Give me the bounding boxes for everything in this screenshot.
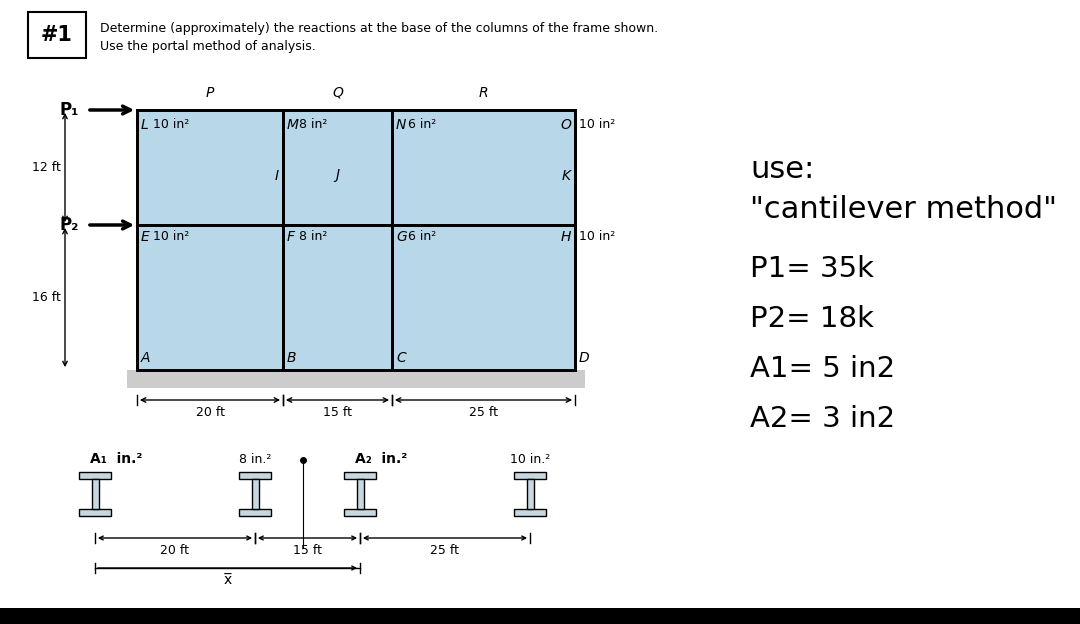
Text: x̅: x̅ — [224, 573, 231, 587]
Text: G: G — [396, 230, 407, 244]
Text: 10 in²: 10 in² — [153, 118, 189, 131]
Bar — [92, 479, 98, 509]
Text: 10 in.²: 10 in.² — [510, 453, 550, 466]
Bar — [28, 12, 86, 58]
Bar — [527, 479, 534, 509]
Text: P1= 35k: P1= 35k — [750, 255, 874, 283]
Text: M: M — [287, 118, 299, 132]
Text: H: H — [561, 230, 571, 244]
Text: P: P — [206, 86, 214, 100]
Text: 16 ft: 16 ft — [32, 291, 60, 304]
Bar — [252, 479, 258, 509]
Text: #1: #1 — [41, 25, 73, 45]
Text: "cantilever method": "cantilever method" — [750, 195, 1057, 224]
Text: 6 in²: 6 in² — [408, 230, 436, 243]
Text: 10 in²: 10 in² — [579, 230, 616, 243]
Text: 10 in²: 10 in² — [579, 118, 616, 131]
Text: K: K — [562, 168, 571, 182]
Bar — [514, 509, 546, 516]
Bar — [514, 472, 546, 479]
Bar — [283, 110, 392, 225]
Bar — [392, 225, 575, 370]
Text: 8 in.²: 8 in.² — [239, 453, 271, 466]
Text: Use the portal method of analysis.: Use the portal method of analysis. — [100, 40, 315, 53]
Bar — [127, 370, 585, 388]
Text: E: E — [141, 230, 150, 244]
Text: F: F — [287, 230, 295, 244]
Text: I: I — [275, 168, 279, 182]
Text: 15 ft: 15 ft — [323, 406, 352, 419]
Bar — [239, 472, 271, 479]
Text: A₂  in.²: A₂ in.² — [355, 452, 407, 466]
Bar — [345, 509, 376, 516]
Text: use:: use: — [750, 155, 814, 184]
Text: Determine (approximately) the reactions at the base of the columns of the frame : Determine (approximately) the reactions … — [100, 22, 658, 35]
Text: B: B — [287, 351, 297, 365]
Text: L: L — [141, 118, 149, 132]
Text: A1= 5 in2: A1= 5 in2 — [750, 355, 895, 383]
Text: D: D — [579, 351, 590, 365]
Text: O: O — [561, 118, 571, 132]
Text: 20 ft: 20 ft — [161, 544, 189, 557]
Text: C: C — [396, 351, 406, 365]
Text: A₁  in.²: A₁ in.² — [90, 452, 143, 466]
Bar — [392, 110, 575, 225]
Text: 10 in²: 10 in² — [153, 230, 189, 243]
Text: P2= 18k: P2= 18k — [750, 305, 874, 333]
Text: 25 ft: 25 ft — [431, 544, 459, 557]
Bar — [345, 472, 376, 479]
Text: P₁: P₁ — [59, 101, 79, 119]
Text: 15 ft: 15 ft — [293, 544, 322, 557]
Text: P₂: P₂ — [59, 216, 79, 234]
Bar — [79, 472, 111, 479]
Text: 8 in²: 8 in² — [299, 230, 327, 243]
Bar — [79, 509, 111, 516]
Text: Q: Q — [332, 86, 343, 100]
Text: 25 ft: 25 ft — [469, 406, 498, 419]
Text: 8 in²: 8 in² — [299, 118, 327, 131]
Bar — [283, 225, 392, 370]
Text: 6 in²: 6 in² — [408, 118, 436, 131]
Text: A2= 3 in2: A2= 3 in2 — [750, 405, 895, 433]
Text: A: A — [141, 351, 150, 365]
Text: J: J — [336, 168, 339, 182]
Bar — [356, 479, 364, 509]
Text: N: N — [396, 118, 406, 132]
Bar — [137, 225, 283, 370]
Bar — [137, 110, 283, 225]
Text: R: R — [478, 86, 488, 100]
Bar — [239, 509, 271, 516]
Bar — [0, 608, 1080, 624]
Text: 12 ft: 12 ft — [32, 161, 60, 174]
Text: 20 ft: 20 ft — [195, 406, 225, 419]
